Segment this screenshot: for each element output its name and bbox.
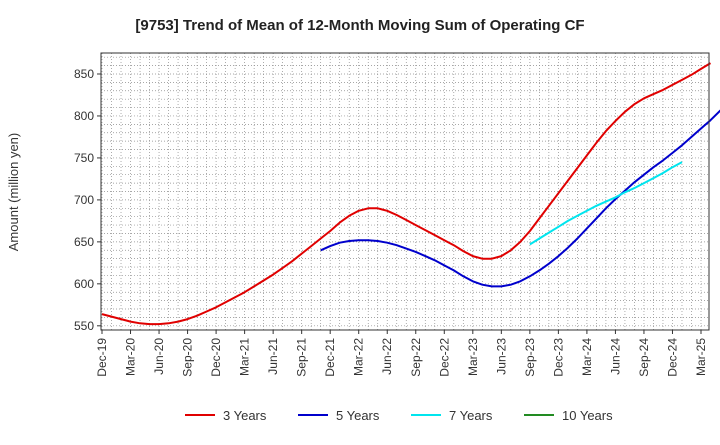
series-line-7-years: [529, 161, 683, 246]
x-tick-label: Sep-23: [523, 338, 537, 377]
x-tick-label: Jun-22: [380, 338, 394, 375]
x-tick-label: Sep-20: [181, 338, 195, 377]
x-tick-label: Sep-24: [637, 338, 651, 377]
x-tick-label: Sep-22: [409, 338, 423, 377]
x-tick-label: Dec-21: [323, 338, 337, 377]
x-tick-label: Sep-21: [295, 338, 309, 377]
x-tick-label: Dec-19: [95, 338, 109, 377]
x-tick-label: Mar-24: [580, 338, 594, 376]
y-axis-label: Amount (million yen): [6, 133, 21, 252]
y-tick-label: 550: [74, 319, 94, 333]
chart-title: [9753] Trend of Mean of 12-Month Moving …: [135, 17, 584, 34]
x-tick-label: Jun-24: [608, 338, 622, 375]
legend-label-5-years: 5 Years: [336, 408, 380, 423]
x-tick-label: Mar-20: [124, 338, 138, 376]
y-tick-label: 800: [74, 109, 94, 123]
x-tick-label: Dec-24: [665, 338, 679, 377]
legend: 3 Years 5 Years 7 Years 10 Years: [185, 408, 613, 423]
series-line-3-years: [101, 62, 712, 326]
x-tick-label: Dec-23: [551, 338, 565, 377]
series-line-5-years: [320, 109, 720, 288]
legend-label-3-years: 3 Years: [223, 408, 267, 423]
plot-border: [100, 52, 710, 331]
x-tick-label: Mar-22: [352, 338, 366, 376]
y-tick-label: 700: [74, 193, 94, 207]
x-tick-label: Dec-20: [209, 338, 223, 377]
series-layer: [101, 62, 720, 326]
x-tick-label: Dec-22: [437, 338, 451, 377]
x-tick-label: Jun-21: [266, 338, 280, 375]
x-tick-label: Jun-23: [494, 338, 508, 375]
x-tick-label: Mar-25: [694, 338, 708, 376]
y-tick-label: 750: [74, 151, 94, 165]
legend-label-10-years: 10 Years: [562, 408, 613, 423]
x-tick-label: Jun-20: [152, 338, 166, 375]
grid-layer: [101, 53, 709, 330]
x-tick-label: Mar-23: [466, 338, 480, 376]
y-tick-label: 850: [74, 67, 94, 81]
legend-label-7-years: 7 Years: [449, 408, 493, 423]
y-tick-label: 650: [74, 235, 94, 249]
x-tick-label: Mar-21: [238, 338, 252, 376]
y-tick-label: 600: [74, 277, 94, 291]
axis-layer: 550 600 650 700 750 800 850 Dec-19 Mar-20 Jun-20 S…: [74, 52, 710, 377]
